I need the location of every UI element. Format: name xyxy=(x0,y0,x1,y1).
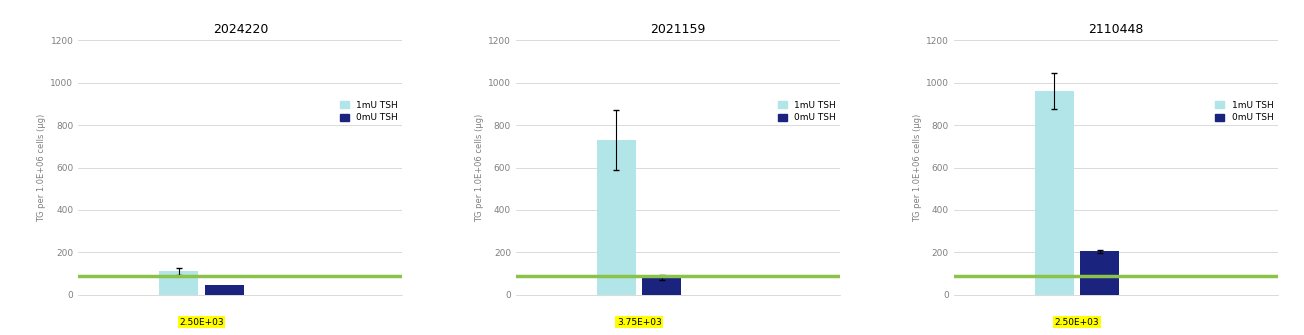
Text: 2.50E+03: 2.50E+03 xyxy=(179,318,224,327)
Title: 2021159: 2021159 xyxy=(651,23,705,36)
Bar xyxy=(205,285,244,295)
Legend: 1mU TSH, 0mU TSH: 1mU TSH, 0mU TSH xyxy=(340,101,398,122)
Title: 2110448: 2110448 xyxy=(1088,23,1144,36)
Bar xyxy=(159,271,198,295)
Title: 2024220: 2024220 xyxy=(213,23,269,36)
Bar xyxy=(643,278,681,295)
Legend: 1mU TSH, 0mU TSH: 1mU TSH, 0mU TSH xyxy=(777,101,836,122)
Text: 3.75E+03: 3.75E+03 xyxy=(617,318,661,327)
Y-axis label: TG per 1.0E+06 cells (µg): TG per 1.0E+06 cells (µg) xyxy=(475,113,484,222)
Text: 2.50E+03: 2.50E+03 xyxy=(1055,318,1099,327)
Y-axis label: TG per 1.0E+06 cells (µg): TG per 1.0E+06 cells (µg) xyxy=(913,113,922,222)
Bar xyxy=(1035,91,1073,295)
Bar xyxy=(597,140,636,295)
Legend: 1mU TSH, 0mU TSH: 1mU TSH, 0mU TSH xyxy=(1215,101,1274,122)
Bar xyxy=(1080,251,1119,295)
Y-axis label: TG per 1.0E+06 cells (µg): TG per 1.0E+06 cells (µg) xyxy=(38,113,46,222)
